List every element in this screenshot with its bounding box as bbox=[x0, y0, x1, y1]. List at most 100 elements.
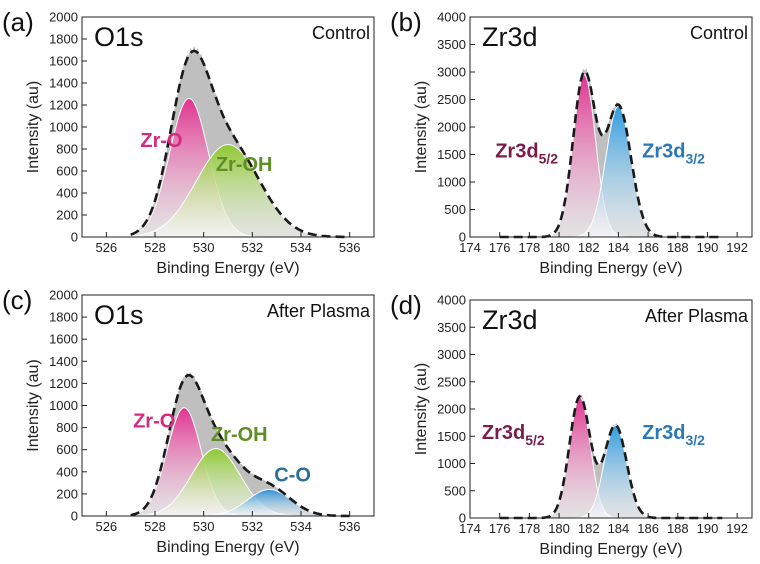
peak-label: Zr3d5/2 bbox=[482, 422, 545, 448]
x-tick-label: 182 bbox=[578, 240, 600, 255]
y-tick-label: 1800 bbox=[49, 310, 78, 325]
element-title: Zr3d bbox=[482, 22, 538, 52]
y-axis-label: Intensity (au) bbox=[413, 81, 430, 173]
x-tick-label: 186 bbox=[637, 240, 659, 255]
y-tick-label: 0 bbox=[71, 509, 78, 524]
x-tick-label: 528 bbox=[144, 240, 166, 255]
y-tick-label: 1600 bbox=[49, 54, 78, 69]
x-tick-label: 534 bbox=[290, 519, 312, 534]
y-tick-label: 1000 bbox=[49, 120, 78, 135]
peak-label-text: Zr3d bbox=[495, 140, 538, 162]
x-tick-label: 178 bbox=[519, 521, 541, 536]
peak-label-text: Zr-OH bbox=[211, 424, 268, 446]
y-tick-label: 1500 bbox=[437, 429, 466, 444]
y-axis-label: Intensity (au) bbox=[25, 359, 42, 451]
peak-label-text: Zr3d bbox=[642, 422, 685, 444]
y-tick-label: 800 bbox=[56, 420, 78, 435]
x-tick-label: 532 bbox=[241, 240, 263, 255]
peak-label: Zr-O bbox=[140, 130, 182, 152]
x-tick-label: 190 bbox=[697, 240, 719, 255]
y-tick-label: 500 bbox=[444, 202, 466, 217]
x-tick-label: 526 bbox=[95, 519, 117, 534]
x-axis-label: Binding Energy (eV) bbox=[156, 539, 299, 556]
y-tick-label: 1000 bbox=[49, 398, 78, 413]
y-tick-label: 2500 bbox=[437, 374, 466, 389]
y-tick-label: 1000 bbox=[437, 175, 466, 190]
y-tick-label: 1200 bbox=[49, 98, 78, 113]
y-tick-label: 2000 bbox=[437, 402, 466, 417]
peak-label-text: Zr3d bbox=[482, 422, 525, 444]
x-tick-label: 174 bbox=[459, 240, 481, 255]
x-axis-label: Binding Energy (eV) bbox=[539, 541, 682, 558]
y-tick-label: 600 bbox=[56, 164, 78, 179]
y-axis-label: Intensity (au) bbox=[413, 363, 430, 455]
x-tick-label: 528 bbox=[144, 519, 166, 534]
x-tick-label: 182 bbox=[578, 521, 600, 536]
x-axis-label: Binding Energy (eV) bbox=[539, 260, 682, 277]
panel-c: 0 200 400 600 800 1000 1200 1400 1600 1800 2000 526… bbox=[2, 285, 375, 556]
peak-label-text: Zr3d bbox=[642, 140, 685, 162]
x-tick-label: 176 bbox=[489, 240, 511, 255]
peak-label-text: Zr-O bbox=[133, 411, 175, 433]
x-tick-label: 534 bbox=[290, 240, 312, 255]
y-tick-label: 3500 bbox=[437, 320, 466, 335]
panel-letter: (b) bbox=[390, 7, 422, 37]
y-tick-label: 1400 bbox=[49, 76, 78, 91]
y-tick-label: 1000 bbox=[437, 456, 466, 471]
panel-letter: (a) bbox=[2, 7, 34, 37]
x-tick-label: 180 bbox=[548, 240, 570, 255]
peak-label: Zr-O bbox=[133, 411, 175, 433]
y-tick-label: 4000 bbox=[437, 10, 466, 25]
peak-label-text: Zr-OH bbox=[216, 154, 273, 176]
x-tick-label: 184 bbox=[608, 240, 630, 255]
y-tick-label: 2000 bbox=[49, 288, 78, 303]
peak-label-subscript: 3/2 bbox=[686, 432, 706, 448]
peak-label-subscript: 3/2 bbox=[686, 150, 706, 166]
panel-letter: (d) bbox=[390, 290, 422, 320]
panel-b: 0 500 1000 1500 2000 2500 3000 3500 4000 174 176 17… bbox=[390, 7, 753, 277]
y-tick-label: 0 bbox=[459, 511, 466, 526]
y-tick-label: 1400 bbox=[49, 354, 78, 369]
y-tick-label: 1500 bbox=[437, 147, 466, 162]
y-tick-label: 600 bbox=[56, 442, 78, 457]
panel-d: 0 500 1000 1500 2000 2500 3000 3500 4000 174 176 17… bbox=[390, 290, 753, 558]
x-tick-label: 174 bbox=[459, 521, 481, 536]
y-tick-label: 4000 bbox=[437, 293, 466, 308]
condition-label: After Plasma bbox=[267, 301, 371, 321]
x-tick-label: 188 bbox=[667, 240, 689, 255]
y-tick-label: 0 bbox=[459, 230, 466, 245]
fit-envelope-line bbox=[130, 49, 350, 239]
fit-envelope-line bbox=[499, 395, 723, 520]
x-tick-label: 188 bbox=[667, 521, 689, 536]
y-tick-label: 3000 bbox=[437, 347, 466, 362]
y-tick-label: 1200 bbox=[49, 376, 78, 391]
x-tick-label: 190 bbox=[697, 521, 719, 536]
y-tick-label: 1600 bbox=[49, 332, 78, 347]
x-tick-label: 536 bbox=[339, 519, 361, 534]
x-tick-label: 180 bbox=[548, 521, 570, 536]
y-axis-label: Intensity (au) bbox=[25, 81, 42, 173]
peak-label-text: Zr-O bbox=[140, 130, 182, 152]
condition-label: After Plasma bbox=[645, 306, 749, 326]
x-tick-label: 192 bbox=[726, 521, 748, 536]
peak-label: C-O bbox=[274, 465, 311, 487]
x-tick-label: 192 bbox=[726, 240, 748, 255]
x-tick-label: 176 bbox=[489, 521, 511, 536]
x-tick-label: 532 bbox=[241, 519, 263, 534]
y-tick-label: 400 bbox=[56, 186, 78, 201]
peak-label: Zr-OH bbox=[211, 424, 268, 446]
x-tick-label: 536 bbox=[339, 240, 361, 255]
peak-label: Zr3d3/2 bbox=[642, 140, 705, 166]
x-axis-label: Binding Energy (eV) bbox=[156, 260, 299, 277]
y-tick-label: 2000 bbox=[437, 120, 466, 135]
y-tick-label: 2500 bbox=[437, 92, 466, 107]
x-tick-label: 530 bbox=[193, 240, 215, 255]
peak-label-subscript: 5/2 bbox=[539, 150, 559, 166]
y-tick-label: 3500 bbox=[437, 37, 466, 52]
element-title: Zr3d bbox=[482, 305, 538, 335]
panel-a: 0 200 400 600 800 1000 1200 1400 1600 1800 2000 526… bbox=[2, 7, 375, 277]
peak-label-text: C-O bbox=[274, 465, 311, 487]
peak-zr3d3-2 bbox=[499, 105, 723, 238]
